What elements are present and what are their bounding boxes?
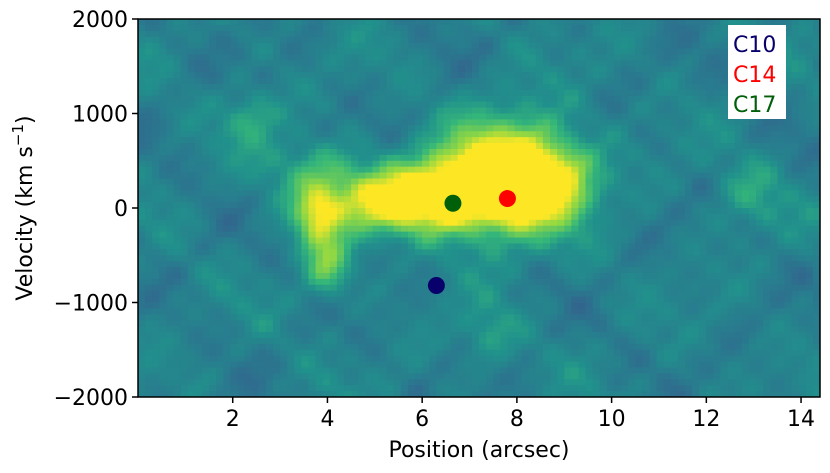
x-axis-label: Position (arcsec) (388, 438, 569, 463)
x-tick-label: 8 (510, 407, 524, 432)
x-tick-label: 6 (415, 407, 429, 432)
marker-c10 (427, 276, 445, 294)
heatmap (138, 19, 820, 397)
x-tick-label: 4 (320, 407, 334, 432)
x-tick-label: 10 (598, 407, 626, 432)
y-axis-ticks: −2000 −1000 0 1000 2000 (54, 8, 138, 411)
x-tick-label: 2 (226, 407, 240, 432)
legend-entry-c14: C14 (733, 63, 776, 88)
y-tick-label: 0 (114, 197, 128, 222)
legend-entry-c17: C17 (733, 93, 776, 118)
y-axis-label-superscript: −1 (9, 124, 27, 146)
x-axis-ticks: 2 4 6 8 10 12 14 (226, 397, 815, 432)
y-axis-label-main: Velocity (km s (13, 146, 38, 301)
marker-c14 (498, 190, 516, 208)
y-axis-label-close: ) (13, 115, 38, 124)
y-tick-label: −1000 (54, 292, 128, 317)
x-tick-label: 14 (787, 407, 815, 432)
y-tick-label: 2000 (72, 8, 128, 33)
legend-box (728, 25, 786, 119)
y-tick-label: 1000 (72, 103, 128, 128)
y-tick-label: −2000 (54, 386, 128, 411)
legend: C10 C14 C17 (728, 25, 786, 119)
y-axis-label: Velocity (km s−1) (9, 115, 38, 300)
x-tick-label: 12 (692, 407, 720, 432)
marker-layer (427, 190, 516, 294)
legend-entry-c10: C10 (733, 33, 776, 58)
marker-c17 (444, 194, 462, 212)
